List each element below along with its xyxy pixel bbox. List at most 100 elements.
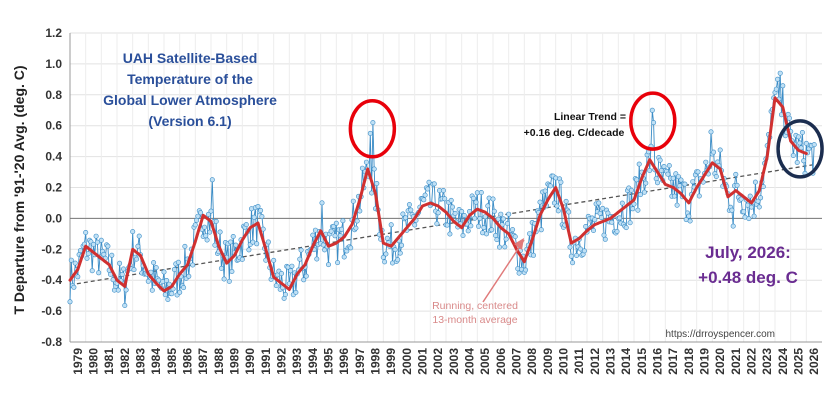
monthly-point (332, 233, 338, 239)
monthly-point (755, 198, 761, 204)
monthly-point (482, 214, 488, 220)
monthly-point (491, 208, 497, 214)
monthly-point (289, 263, 295, 269)
monthly-point (483, 231, 489, 237)
x-tick-label: 2026 (807, 348, 821, 375)
monthly-point (500, 216, 506, 222)
monthly-point (670, 175, 676, 181)
monthly-point (617, 215, 623, 221)
monthly-point (477, 216, 483, 222)
monthly-point (282, 291, 288, 297)
monthly-point (406, 202, 412, 208)
monthly-point (367, 130, 373, 136)
monthly-point (547, 183, 553, 189)
y-tick-label: 0.8 (45, 88, 62, 102)
monthly-point (221, 276, 227, 282)
monthly-point (208, 208, 214, 214)
monthly-point (495, 216, 501, 222)
x-tick-label: 2003 (447, 348, 461, 375)
monthly-point (773, 86, 779, 92)
monthly-point (94, 239, 100, 245)
y-tick-label: 0.0 (45, 211, 62, 225)
monthly-point (473, 199, 479, 205)
x-tick-label: 2017 (666, 348, 680, 375)
monthly-point (319, 200, 325, 206)
monthly-point (181, 285, 187, 291)
running-average-arrowhead (514, 238, 524, 250)
monthly-point (145, 278, 151, 284)
monthly-point (194, 217, 200, 223)
monthly-point (105, 243, 111, 249)
monthly-point (333, 220, 339, 226)
linear-trend-label-2: +0.16 deg. C/decade (524, 127, 625, 139)
monthly-point (246, 247, 252, 253)
monthly-point (630, 206, 636, 212)
monthly-point (442, 196, 448, 202)
monthly-point (109, 252, 115, 258)
highlight-circles (348, 91, 824, 179)
monthly-point (790, 153, 796, 159)
monthly-point (115, 287, 121, 293)
x-tick-label: 2004 (463, 348, 477, 375)
monthly-point (395, 257, 401, 263)
monthly-point (627, 220, 633, 226)
monthly-point (121, 266, 127, 272)
x-tick-label: 2005 (478, 348, 492, 375)
x-tick-label: 2018 (682, 348, 696, 375)
x-tick-label: 2021 (729, 348, 743, 375)
y-tick-label: 0.4 (45, 150, 62, 164)
monthly-point (259, 214, 265, 220)
monthly-point (799, 130, 805, 136)
monthly-point (151, 260, 157, 266)
monthly-point (485, 203, 491, 209)
monthly-point (794, 160, 800, 166)
monthly-point (448, 197, 454, 203)
monthly-point (609, 219, 615, 225)
monthly-point (350, 198, 356, 204)
monthly-point (67, 299, 73, 305)
monthly-point (77, 248, 83, 254)
x-tick-label: 1986 (181, 348, 195, 375)
x-tick-label: 2015 (635, 348, 649, 375)
monthly-point (502, 244, 508, 250)
y-tick-label: 0.2 (45, 181, 62, 195)
y-axis-label: T Departure from '91-'20 Avg. (deg. C) (11, 65, 27, 314)
monthly-point (503, 236, 509, 242)
monthly-point (510, 227, 516, 233)
monthly-point (674, 202, 680, 208)
x-tick-label: 1979 (71, 348, 85, 375)
monthly-point (661, 164, 667, 170)
monthly-point (91, 241, 97, 247)
monthly-point (592, 217, 598, 223)
x-tick-labels: 1979 1980 1981 1982 1983 1984 1985 1986 1987 1988… (71, 348, 821, 375)
monthly-point (421, 197, 427, 203)
monthly-point (614, 229, 620, 235)
monthly-point (733, 171, 739, 177)
monthly-point (239, 256, 245, 262)
monthly-point (335, 260, 341, 266)
x-tick-label: 2009 (541, 348, 555, 375)
monthly-point (602, 236, 608, 242)
monthly-point (205, 211, 211, 217)
monthly-point (574, 253, 580, 259)
y-tick-label: 1.2 (45, 26, 62, 40)
monthly-point (489, 227, 495, 233)
monthly-point (353, 225, 359, 231)
monthly-point (412, 222, 418, 228)
monthly-point (325, 262, 331, 268)
monthly-point (165, 296, 171, 302)
monthly-point (786, 115, 792, 121)
monthly-point (734, 182, 740, 188)
x-tick-label: 2000 (400, 348, 414, 375)
monthly-point (337, 233, 343, 239)
monthly-point (530, 252, 536, 258)
monthly-point (512, 234, 518, 240)
monthly-point (490, 196, 496, 202)
monthly-point (233, 242, 239, 248)
monthly-point (85, 251, 91, 257)
monthly-point (354, 218, 360, 224)
x-tick-label: 2025 (792, 348, 806, 375)
monthly-point (690, 179, 696, 185)
monthly-point (96, 270, 102, 276)
monthly-point (171, 266, 177, 272)
